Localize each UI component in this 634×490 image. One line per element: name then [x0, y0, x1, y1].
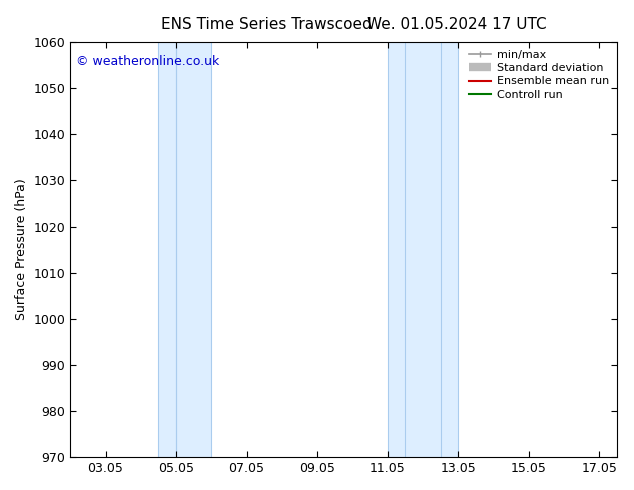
- Bar: [158, 42, 211, 457]
- Text: We. 01.05.2024 17 UTC: We. 01.05.2024 17 UTC: [366, 17, 547, 32]
- Text: © weatheronline.co.uk: © weatheronline.co.uk: [75, 54, 219, 68]
- Y-axis label: Surface Pressure (hPa): Surface Pressure (hPa): [15, 179, 28, 320]
- Bar: [387, 42, 458, 457]
- Legend: min/max, Standard deviation, Ensemble mean run, Controll run: min/max, Standard deviation, Ensemble me…: [465, 46, 614, 104]
- Text: ENS Time Series Trawscoed: ENS Time Series Trawscoed: [161, 17, 372, 32]
